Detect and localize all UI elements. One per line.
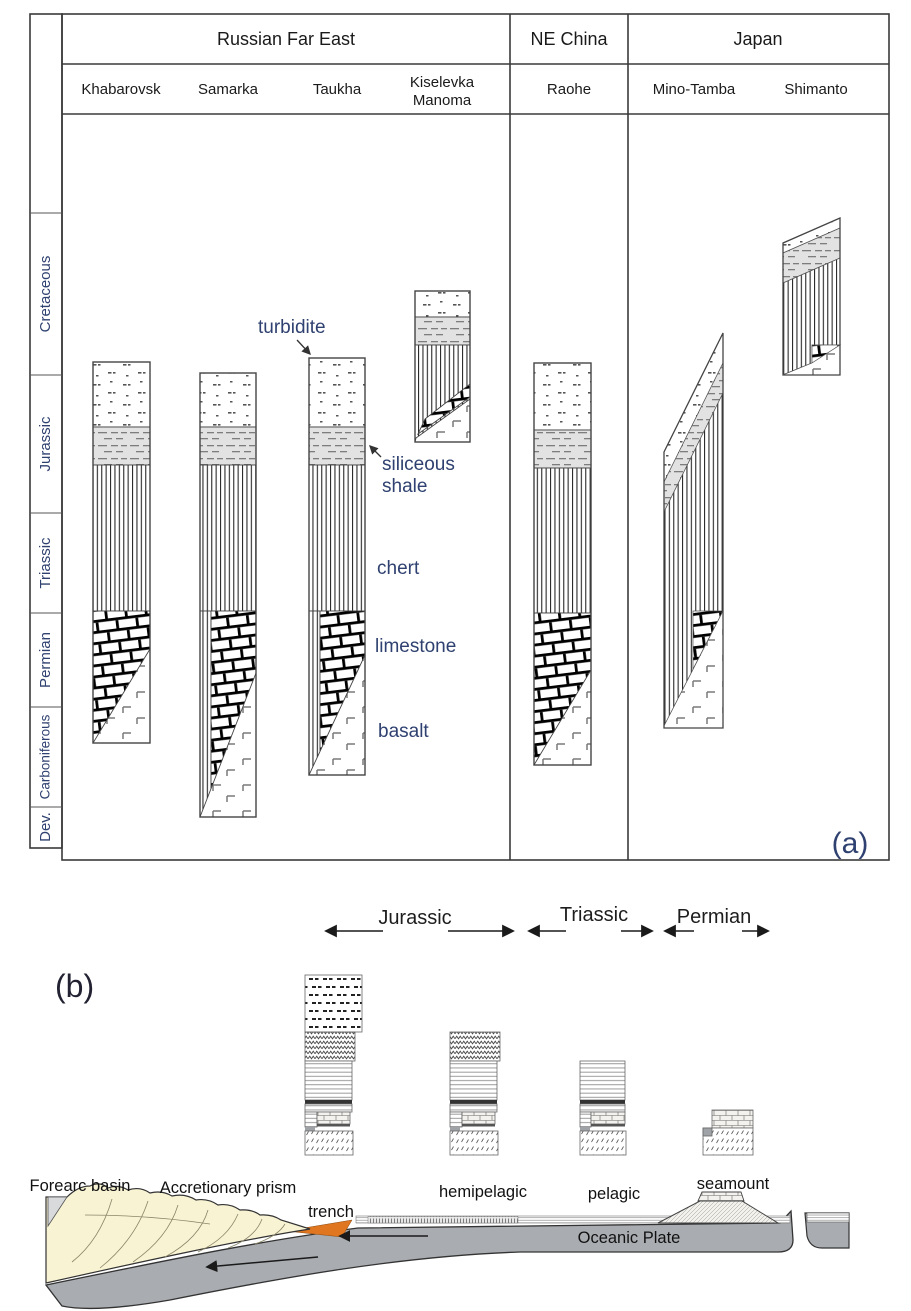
period-label-devonian: Dev. bbox=[37, 812, 54, 842]
b-column-hemipelagic bbox=[449, 1031, 501, 1156]
b-period-permian: Permian bbox=[677, 906, 751, 928]
label-forearc-basin: Forearc basin bbox=[30, 1177, 131, 1195]
siliceous-shale-arrow bbox=[369, 445, 382, 458]
period-label-carboniferous: Carboniferous bbox=[38, 714, 53, 799]
panel-a: Cretaceous Jurassic Triassic Permian Car… bbox=[29, 13, 890, 861]
table-frame bbox=[29, 13, 890, 861]
annotation-shale: shale bbox=[382, 476, 427, 497]
locality-mino-tamba: Mino-Tamba bbox=[653, 81, 736, 98]
prism-thrust-lines bbox=[71, 1198, 286, 1269]
locality-raohe: Raohe bbox=[547, 81, 591, 98]
sediment-band bbox=[355, 1215, 791, 1224]
oceanic-plate-slab bbox=[44, 1209, 794, 1310]
locality-kiselevka: Kiselevka bbox=[410, 74, 475, 91]
turbidite-arrow bbox=[296, 339, 311, 356]
label-trench: trench bbox=[308, 1203, 354, 1221]
annotation-chert: chert bbox=[377, 558, 420, 579]
annotation-limestone: limestone bbox=[375, 636, 456, 657]
b-column-pelagic bbox=[579, 1060, 627, 1156]
label-seamount: seamount bbox=[697, 1175, 770, 1193]
column-kiselevka-manoma bbox=[414, 290, 471, 443]
locality-samarka: Samarka bbox=[198, 81, 259, 98]
panel-b-label: (b) bbox=[55, 968, 94, 1004]
annotation-basalt: basalt bbox=[378, 721, 429, 742]
column-samarka bbox=[199, 372, 257, 818]
b-period-triassic: Triassic bbox=[560, 904, 628, 926]
region-header-japan: Japan bbox=[733, 29, 782, 49]
column-taukha bbox=[308, 357, 366, 776]
locality-khabarovsk: Khabarovsk bbox=[81, 81, 161, 98]
locality-taukha: Taukha bbox=[313, 81, 362, 98]
b-period-jurassic: Jurassic bbox=[378, 907, 451, 929]
hemipelagic-band bbox=[367, 1216, 519, 1224]
period-label-jurassic: Jurassic bbox=[37, 416, 54, 472]
column-shimanto bbox=[782, 217, 842, 376]
column-raohe bbox=[533, 362, 592, 766]
locality-shimanto: Shimanto bbox=[784, 81, 847, 98]
column-khabarovsk bbox=[92, 361, 151, 744]
cross-section bbox=[44, 1183, 850, 1310]
period-label-permian: Permian bbox=[37, 632, 54, 688]
label-pelagic: pelagic bbox=[588, 1185, 640, 1203]
region-header-russian-far-east: Russian Far East bbox=[217, 29, 355, 49]
period-scale bbox=[30, 212, 62, 808]
label-oceanic-plate: Oceanic Plate bbox=[578, 1229, 681, 1247]
period-label-triassic: Triassic bbox=[37, 537, 54, 589]
annotation-turbidite: turbidite bbox=[258, 317, 326, 338]
plate-motion-arrow-lower bbox=[205, 1256, 319, 1273]
panel-b: (b) Jurassic Triassic Permian bbox=[30, 904, 850, 1310]
period-label-cretaceous: Cretaceous bbox=[37, 256, 54, 333]
label-hemipelagic: hemipelagic bbox=[439, 1183, 527, 1201]
panel-a-label: (a) bbox=[832, 827, 869, 860]
forearc-basin-shape bbox=[47, 1196, 68, 1228]
seamount-cap bbox=[697, 1191, 745, 1202]
region-header-ne-china: NE China bbox=[530, 29, 608, 49]
b-column-jurassic bbox=[304, 974, 363, 1156]
label-accretionary-prism: Accretionary prism bbox=[160, 1179, 297, 1197]
column-mino-tamba bbox=[663, 332, 724, 729]
b-column-seamount bbox=[702, 1109, 754, 1156]
trench-wedge bbox=[285, 1219, 353, 1238]
locality-manoma: Manoma bbox=[413, 92, 472, 109]
accretionary-prism bbox=[45, 1183, 311, 1284]
detached-sediment-band bbox=[806, 1212, 850, 1223]
annotation-siliceous: siliceous bbox=[382, 454, 455, 475]
